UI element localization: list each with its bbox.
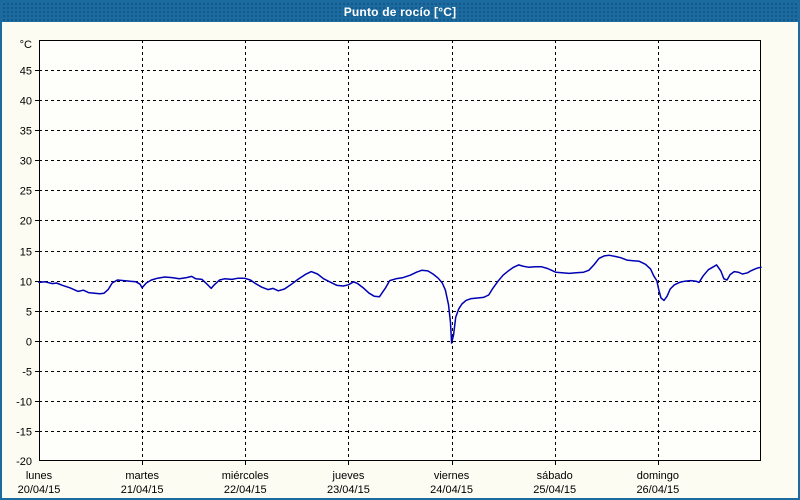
x-date-label: 20/04/15: [18, 484, 61, 496]
y-tick-label: 5: [26, 307, 32, 319]
y-axis-unit-label: °C: [20, 39, 32, 51]
y-tick-label: 0: [26, 337, 32, 349]
x-date-label: 21/04/15: [121, 484, 164, 496]
x-day-label: sábado: [537, 470, 573, 482]
y-tick-label: 10: [20, 277, 32, 289]
x-date-label: 25/04/15: [533, 484, 576, 496]
y-tick-label: 15: [20, 247, 32, 259]
x-day-label: miércoles: [222, 470, 270, 482]
x-day-label: jueves: [332, 470, 365, 482]
y-tick-label: -15: [16, 427, 32, 439]
y-tick-label: 20: [20, 216, 32, 228]
x-day-label: domingo: [637, 470, 679, 482]
y-tick-label: 45: [20, 66, 32, 78]
y-tick-label: 35: [20, 126, 32, 138]
dew-point-series-line: [38, 254, 762, 344]
plot-background: [39, 40, 761, 461]
y-tick-label: 30: [20, 156, 32, 168]
x-day-label: lunes: [26, 470, 53, 482]
x-date-label: 24/04/15: [430, 484, 473, 496]
chart-canvas: 45 40 35 30 25 20 15 10 5 0 -5 -10 -15 -20 °C lunes 20/0…: [2, 22, 798, 498]
plot-border: [39, 40, 761, 461]
title-bar: Punto de rocío [°C]: [2, 2, 798, 22]
x-date-label: 23/04/15: [327, 484, 370, 496]
x-day-label: martes: [125, 470, 159, 482]
y-tick-label: -10: [16, 397, 32, 409]
y-tick-label: 25: [20, 186, 32, 198]
y-tick-label: 40: [20, 96, 32, 108]
x-date-label: 26/04/15: [636, 484, 679, 496]
dew-point-chart: 45 40 35 30 25 20 15 10 5 0 -5 -10 -15 -20 °C lunes 20/0…: [16, 39, 762, 496]
x-day-label: viernes: [434, 470, 470, 482]
chart-title: Punto de rocío [°C]: [343, 5, 457, 19]
y-tick-label: -5: [22, 367, 32, 379]
x-date-label: 22/04/15: [224, 484, 267, 496]
y-tick-label: -20: [16, 456, 32, 468]
